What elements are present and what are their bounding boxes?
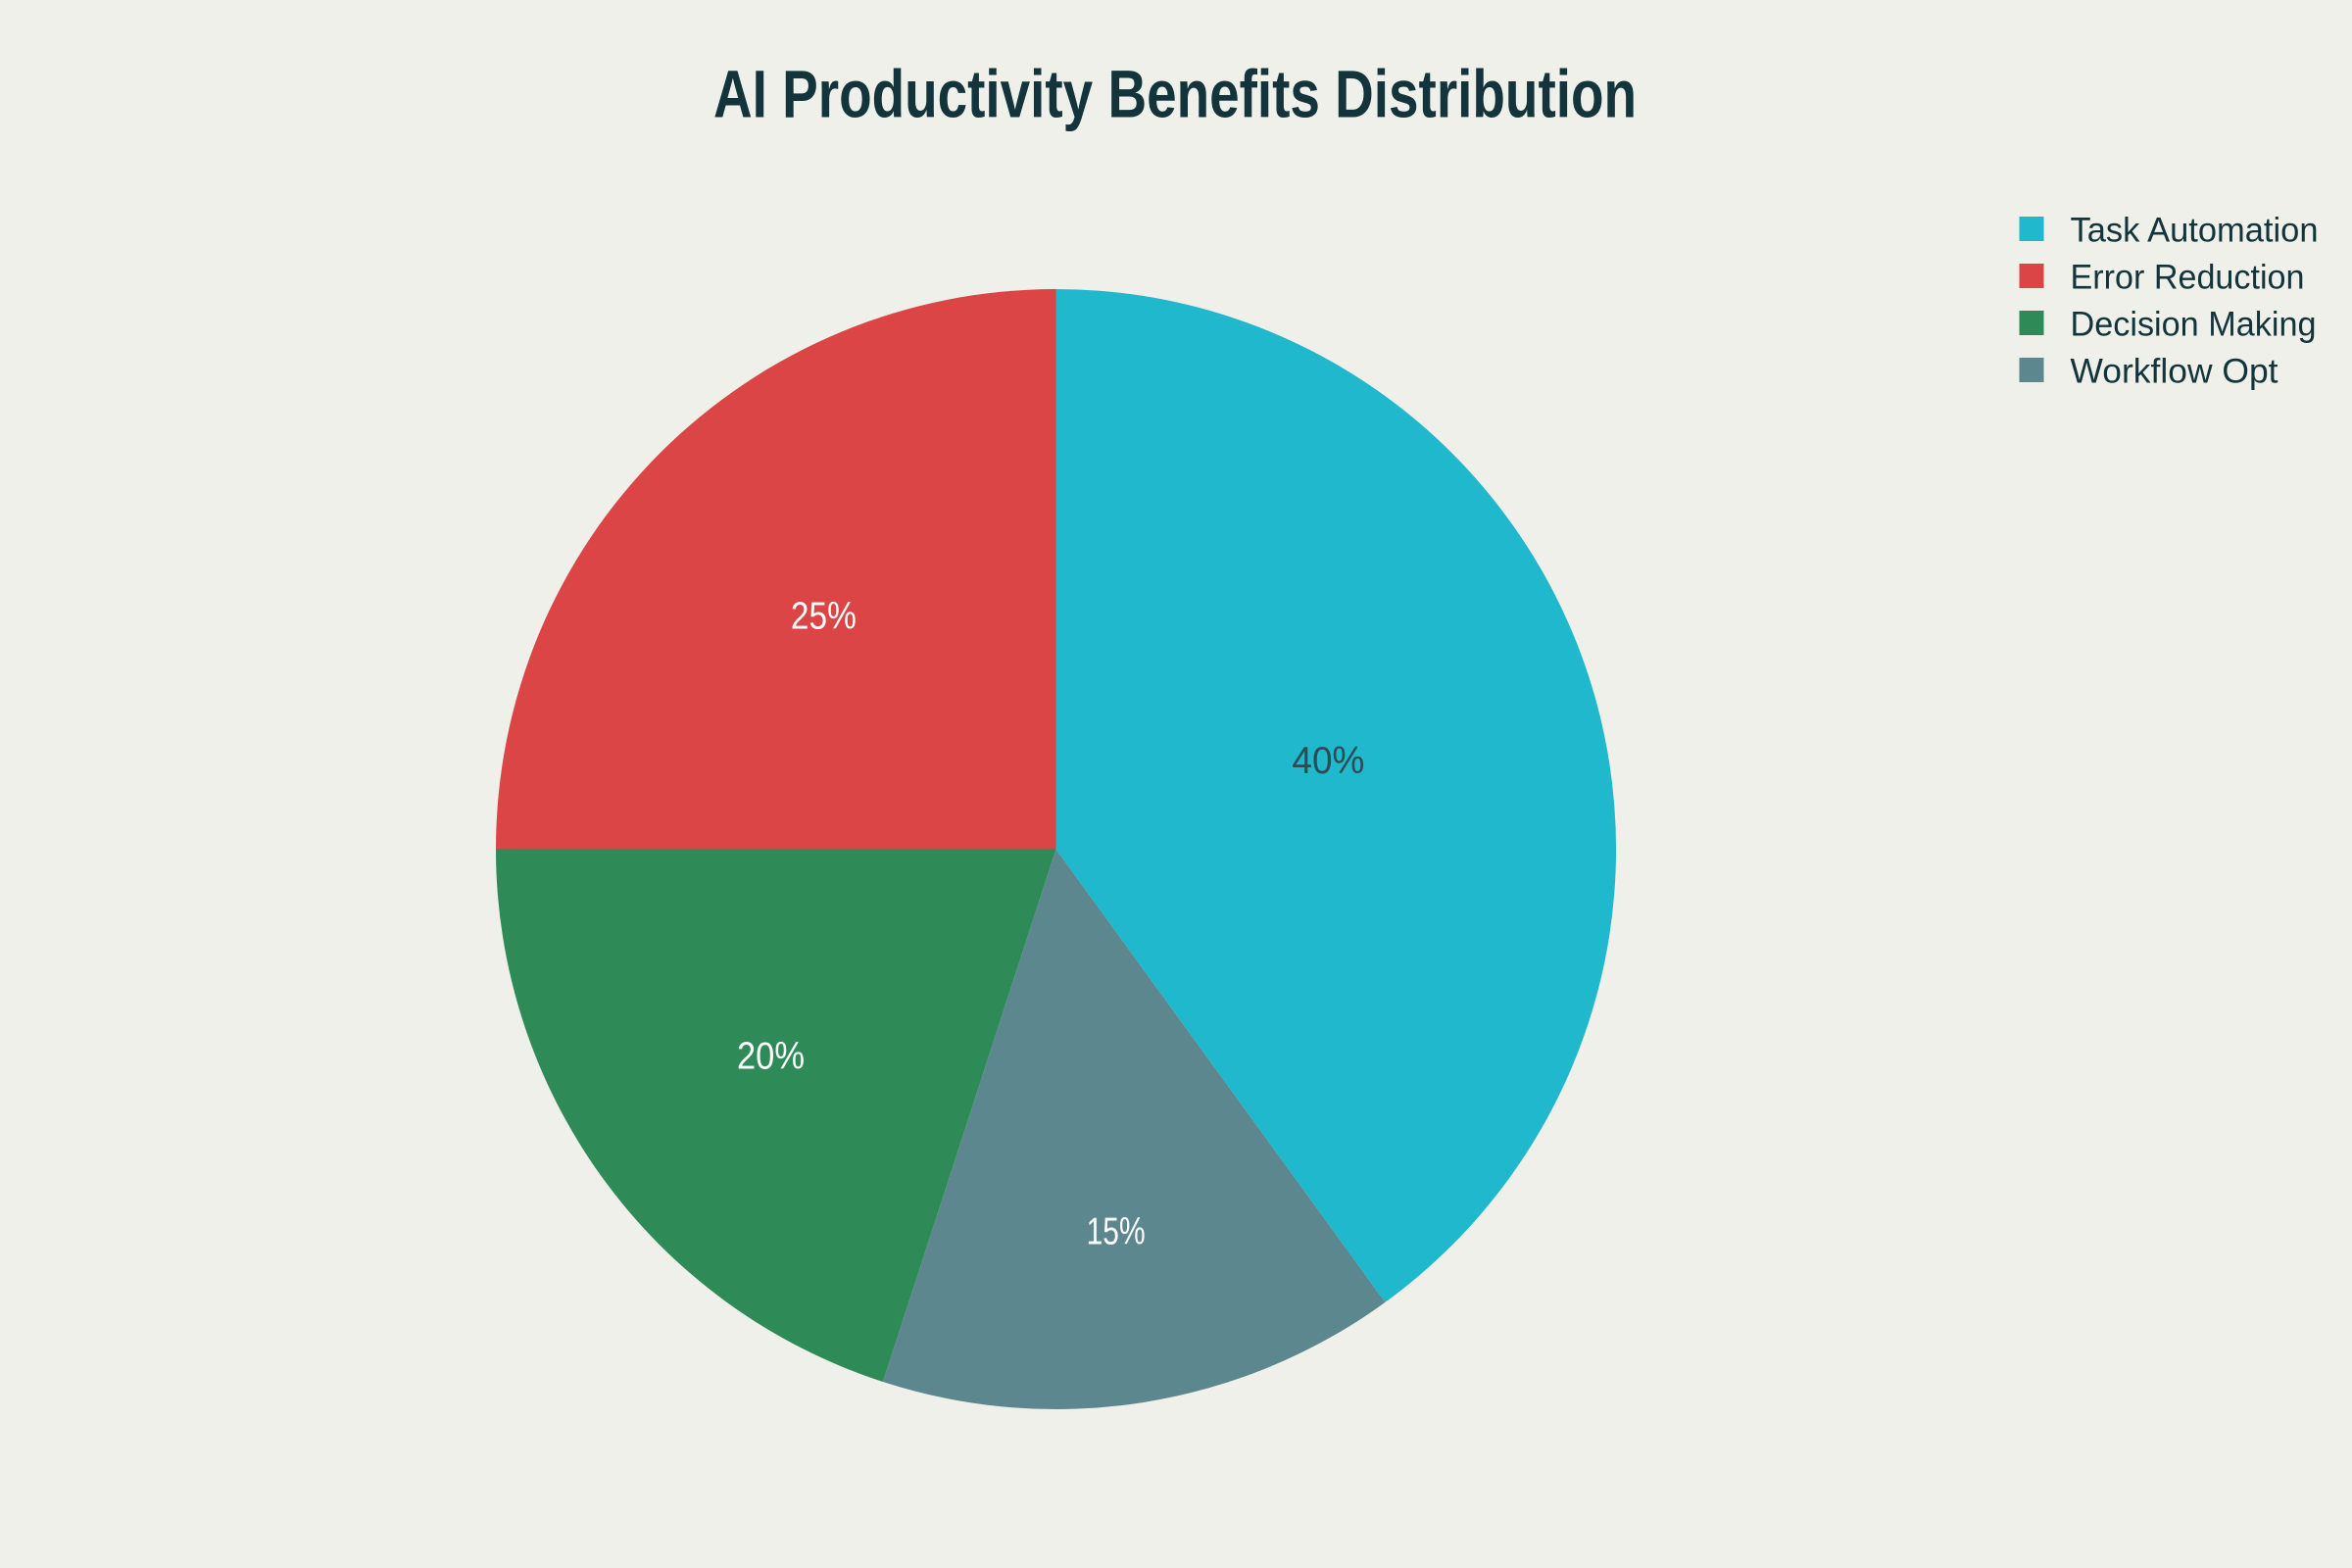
svg-text:Decision Making: Decision Making bbox=[2071, 306, 2317, 344]
svg-text:20%: 20% bbox=[737, 1035, 805, 1077]
svg-text:AI Productivity Benefits Distr: AI Productivity Benefits Distribution bbox=[713, 57, 1637, 132]
svg-text:40%: 40% bbox=[1292, 740, 1364, 782]
svg-text:15%: 15% bbox=[1087, 1211, 1146, 1253]
svg-text:Workflow Opt: Workflow Opt bbox=[2071, 353, 2278, 391]
svg-text:Error Reduction: Error Reduction bbox=[2071, 259, 2305, 297]
svg-text:25%: 25% bbox=[791, 596, 857, 638]
svg-text:Task Automation: Task Automation bbox=[2071, 212, 2319, 250]
